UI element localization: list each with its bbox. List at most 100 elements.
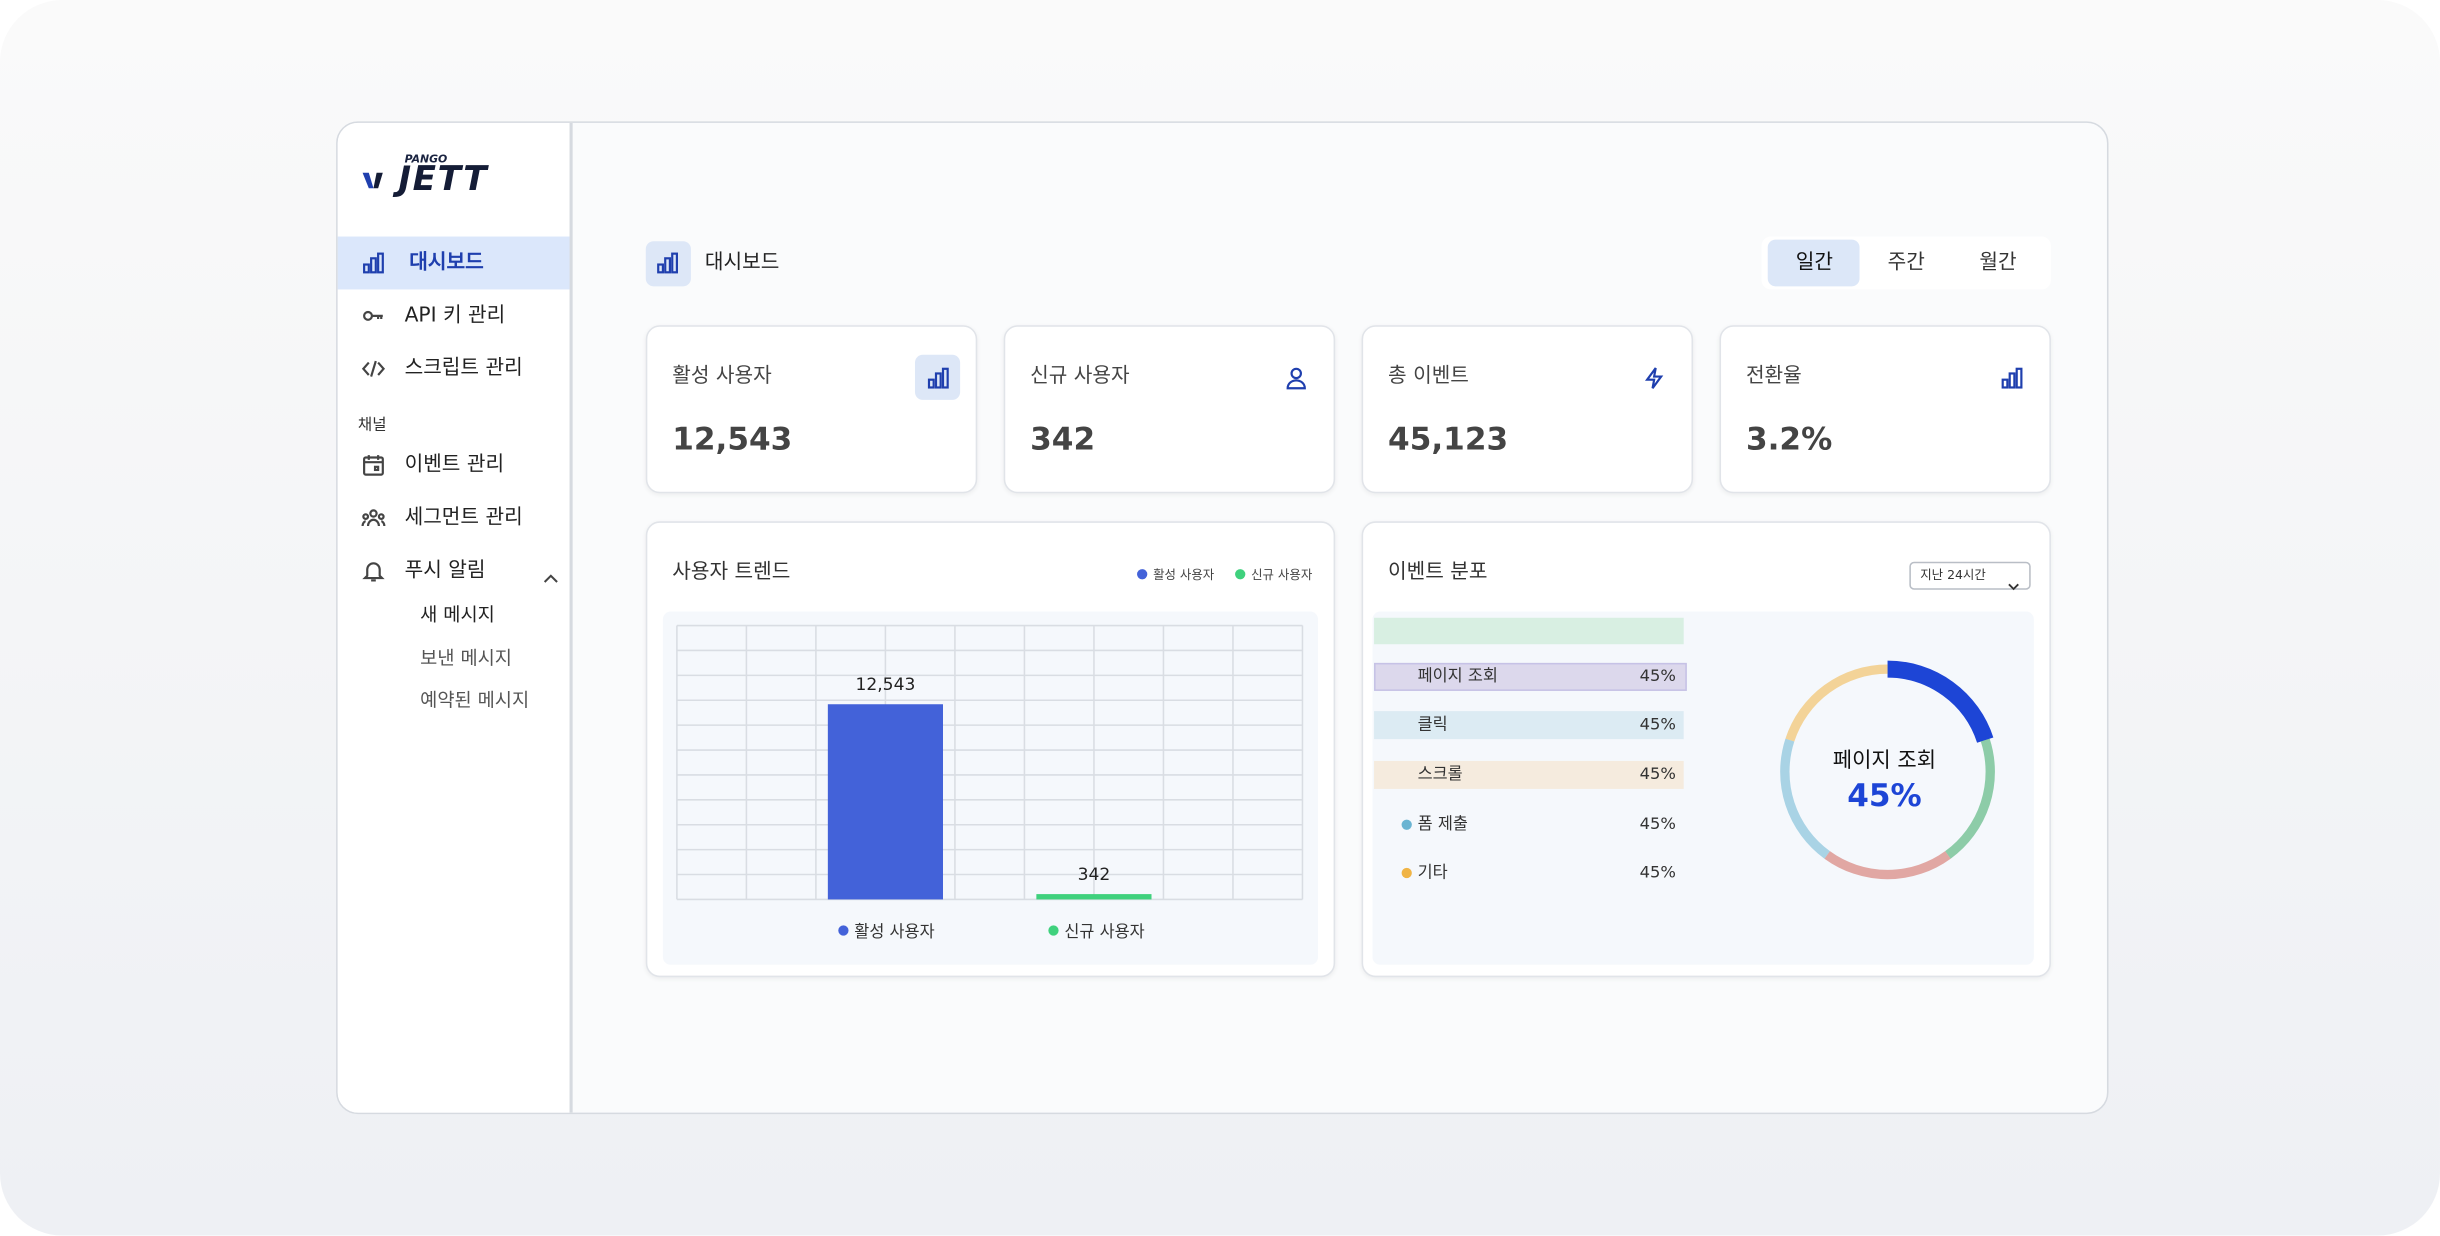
list-header-bar [1374,617,1684,645]
stat-icon-bg [914,354,961,400]
chevron-glyph [543,574,558,583]
bar [827,704,943,900]
nav-item[interactable]: 푸시 알림 [404,559,486,583]
icon [361,453,386,478]
bar-value-label: 12,543 [855,675,915,695]
stat-label: 활성 사용자 [672,364,772,389]
chevron [542,563,561,583]
icon [361,303,386,328]
nav-item[interactable]: 대시보드 [409,251,484,275]
nav-item[interactable]: 스크립트 관리 [404,357,523,381]
nav-section: 채널 [357,417,387,435]
nav-item[interactable]: API 키 관리 [404,304,506,328]
list-row-bg [1374,760,1684,789]
donut-segment [1887,660,1994,743]
list-row-bg [1374,711,1684,740]
nav-item[interactable]: 세그먼트 관리 [404,506,523,530]
legend-dot [1235,569,1246,580]
nav-subitem[interactable]: 보낸 메시지 [420,647,512,670]
icon [1642,366,1667,391]
icon [361,356,386,381]
icon [655,251,680,276]
plot-panel [662,611,1319,965]
donut-segment [1824,851,1951,880]
legend-value: 45% [1639,863,1676,882]
chevron-glyph [2008,583,2019,591]
filter-label: 지난 24시간 [1920,567,1986,582]
donut-center-value: 45% [1847,778,1921,814]
legend-dot [838,925,849,936]
legend-value: 45% [1639,815,1676,834]
icon-glyph [1286,367,1306,390]
icon-glyph [361,509,386,527]
chart-title: 사용자 트렌드 [672,560,791,585]
legend-label[interactable]: 페이지 조회 [1417,667,1498,686]
stat-value: 45,123 [1388,420,1509,458]
bar-value-label: 342 [1078,865,1111,885]
dropdown-chevron [2007,570,2019,591]
period-tab[interactable]: 주간 [1887,251,1925,275]
stat-value: 342 [1030,420,1096,458]
icon-glyph [363,252,384,274]
header-icon-bg [645,241,691,287]
legend-label[interactable]: 스크롤 [1417,765,1463,784]
donut-segment [1785,664,1888,742]
nav-item[interactable]: 이벤트 관리 [404,453,505,477]
stat-label: 신규 사용자 [1030,364,1130,389]
logo-glyph [362,172,383,189]
header-title: 대시보드 [704,251,780,275]
logo-mark [362,168,388,193]
stat-label: 총 이벤트 [1388,364,1469,389]
donut-segment [1780,738,1830,859]
legend-label: 활성 사용자 [854,922,934,941]
list-row-bg [1374,662,1687,691]
legend-label[interactable]: 폼 제출 [1417,815,1468,834]
legend-value: 45% [1639,667,1676,686]
logo-brand: PANGO [404,153,448,166]
legend-label: 신규 사용자 [1064,922,1144,941]
icon-glyph [2001,367,2023,389]
period-tab[interactable]: 일간 [1795,251,1834,275]
legend-value: 45% [1639,765,1676,784]
stat-card [1003,325,1336,494]
legend-label: 신규 사용자 [1251,567,1313,582]
stat-card [645,325,978,494]
nav-subitem[interactable]: 예약된 메시지 [420,689,530,712]
stat-card [1719,325,2051,494]
legend-dot [1137,569,1148,580]
icon-glyph [363,310,383,321]
nav-subitem[interactable]: 새 메시지 [420,603,495,626]
legend-dot [1401,819,1412,830]
icon-glyph [363,455,384,476]
chart-title: 이벤트 분포 [1388,560,1488,585]
icon-glyph [361,360,386,377]
icon [926,366,951,391]
donut-segment [1945,738,1995,859]
icon [361,559,386,584]
legend-dot [1048,925,1059,936]
stat-card [1361,325,1694,494]
legend-dot [1401,867,1412,879]
icon [361,506,386,531]
period-tab[interactable]: 월간 [1979,251,2017,275]
icon [361,251,386,276]
icon-glyph [362,562,385,582]
stat-label: 전환율 [1745,364,1802,389]
donut-center-label: 페이지 조회 [1833,748,1936,772]
icon [2000,366,2025,391]
legend-label[interactable]: 클릭 [1417,715,1448,735]
legend-label[interactable]: 기타 [1417,863,1448,882]
period-active [1767,239,1860,287]
icon-glyph [657,252,678,274]
stat-value: 3.2% [1745,420,1833,458]
legend-value: 45% [1639,715,1676,735]
icon [1284,366,1309,391]
legend-label: 활성 사용자 [1153,567,1215,582]
icon-glyph [1644,367,1664,389]
icon-glyph [927,367,949,389]
bar [1036,894,1152,900]
stat-value: 12,543 [672,420,793,458]
